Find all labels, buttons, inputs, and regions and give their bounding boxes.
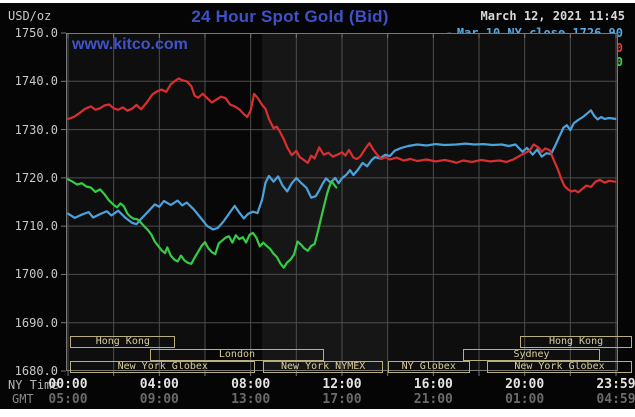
y-tick-label: 1700.0 (14, 267, 58, 282)
gmt-time-tick: 17:00 (322, 392, 362, 407)
session-bar-sydney: Sydney (463, 349, 601, 361)
y-tick-label: 1750.0 (14, 26, 58, 40)
session-shading-band (205, 33, 263, 371)
gmt-time-tick: 05:00 (48, 392, 88, 407)
ny-time-tick: 23:59 (596, 377, 635, 392)
gmt-time-tick: 04:59 (596, 392, 635, 407)
ny-time-tick: 16:00 (413, 377, 453, 392)
ny-time-tick: 08:00 (231, 377, 271, 392)
session-bar-ny-globex: NY Globex (387, 361, 470, 373)
gmt-axis-label: GMT (12, 392, 34, 406)
session-bar-hong-kong: Hong Kong (520, 336, 632, 348)
y-tick-label: 1740.0 (14, 74, 58, 89)
y-tick-label: 1710.0 (14, 219, 58, 234)
ny-time-tick: 00:00 (48, 377, 88, 392)
y-tick-label: 1680.0 (14, 364, 58, 378)
plot-area: www.kitco.com (61, 32, 618, 376)
ny-time-tick: 20:00 (505, 377, 545, 392)
page-title: 24 Hour Spot Gold (Bid) (191, 7, 389, 26)
unit-label: USD/oz (8, 9, 52, 23)
timestamp: March 12, 2021 11:45 (480, 9, 626, 23)
plot-border (66, 33, 618, 371)
gmt-time-tick: 21:00 (413, 392, 453, 407)
ny-time-tick: 12:00 (322, 377, 362, 392)
ny-time-tick: 04:00 (139, 377, 179, 392)
price-line-mar-10 (66, 109, 617, 231)
y-tick-label: 1720.0 (14, 170, 58, 185)
y-tick-label: 1690.0 (14, 315, 58, 330)
ny-time-axis-label: NY Time (8, 378, 59, 392)
y-tick-label: 1730.0 (14, 122, 58, 137)
price-line-chart (61, 32, 618, 376)
session-bar-new-york-globex: New York Globex (486, 361, 632, 373)
gmt-time-tick: 09:00 (139, 392, 179, 407)
gmt-time-tick: 01:00 (505, 392, 545, 407)
session-bar-hong-kong: Hong Kong (70, 336, 176, 348)
gmt-time-tick: 13:00 (231, 392, 271, 407)
price-line-mar-12 (66, 178, 338, 269)
session-bar-new-york-globex: New York Globex (70, 361, 256, 373)
price-line-mar-11 (66, 77, 617, 194)
session-bar-london: London (150, 349, 324, 361)
kitco-watermark-link[interactable]: www.kitco.com (72, 36, 188, 53)
session-bar-new-york-nymex: New York NYMEX (263, 361, 384, 373)
